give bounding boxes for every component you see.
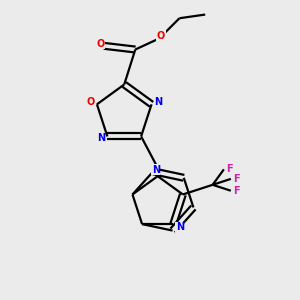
Text: N: N [97, 133, 105, 143]
Text: F: F [226, 164, 232, 174]
Text: N: N [152, 164, 160, 175]
Text: F: F [233, 174, 239, 184]
Text: N: N [154, 98, 162, 107]
Text: N: N [176, 222, 184, 232]
Text: F: F [233, 186, 239, 196]
Text: O: O [157, 31, 165, 40]
Text: O: O [86, 98, 94, 107]
Text: O: O [96, 39, 104, 49]
